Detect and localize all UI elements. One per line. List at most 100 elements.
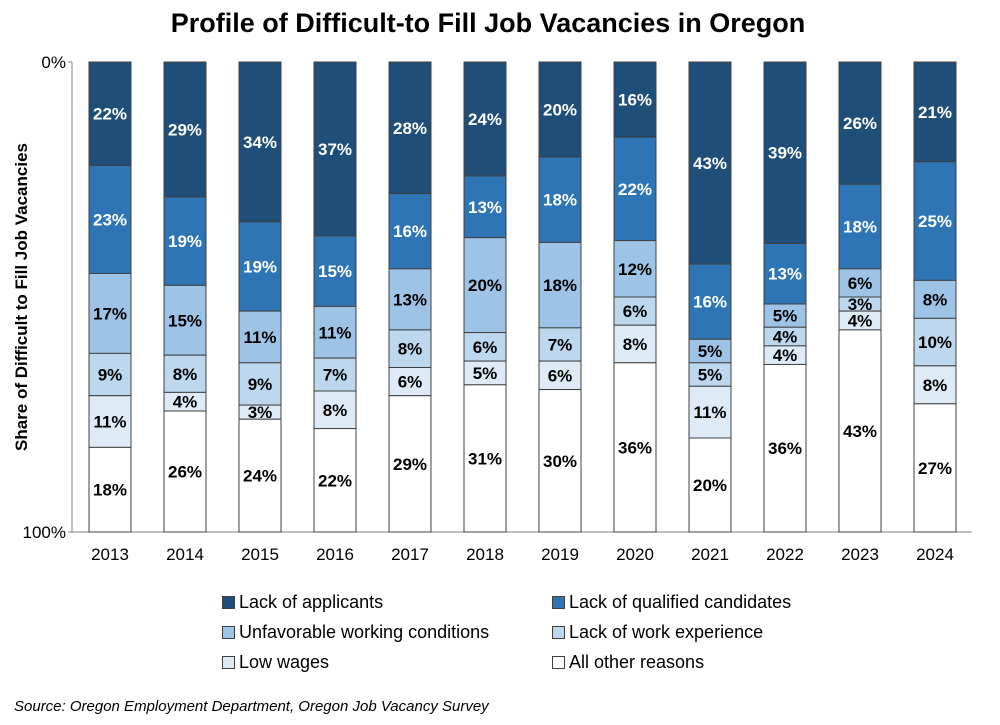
legend-label: All other reasons xyxy=(569,652,705,672)
bar-segment xyxy=(838,268,882,298)
data-label: 11% xyxy=(93,413,126,432)
bar-segment xyxy=(463,61,507,177)
bar-segment xyxy=(613,324,657,364)
data-label: 30% xyxy=(543,452,577,471)
bar-segment xyxy=(913,317,957,367)
bar-segment xyxy=(238,362,282,406)
bar-stack-2017: 28% 16% 13% 8% 6% 29% xyxy=(388,61,432,533)
bar-stack-2014: 29% 19% 15% 8% 4% 26% xyxy=(163,61,207,533)
x-tick-label: 2020 xyxy=(616,545,654,564)
x-tick-label: 2019 xyxy=(541,545,579,564)
data-label: 18% xyxy=(843,218,877,237)
bar-segment xyxy=(388,395,432,533)
data-label: 11% xyxy=(693,403,726,422)
x-tick-label: 2024 xyxy=(916,545,954,564)
bar-segment xyxy=(388,329,432,368)
bar-stack-2023: 26% 18% 6% 3%4% 43% xyxy=(838,61,882,533)
data-label: 16% xyxy=(393,222,427,241)
data-label: 15% xyxy=(318,262,352,281)
data-label: 17% xyxy=(93,304,127,323)
bar-segment xyxy=(763,61,807,244)
data-label: 20% xyxy=(468,276,502,295)
data-label: 18% xyxy=(543,191,577,210)
data-label: 6% xyxy=(473,338,498,357)
bar-segment xyxy=(538,389,582,533)
data-label: 7% xyxy=(548,335,573,354)
bar-segment xyxy=(238,418,282,533)
data-label: 4% xyxy=(173,393,198,412)
x-tick-label: 2014 xyxy=(166,545,204,564)
data-label: 26% xyxy=(168,463,202,482)
data-label: 6% xyxy=(398,373,423,392)
source-note: Source: Oregon Employment Department, Or… xyxy=(14,698,489,715)
bar-stack-2021: 43% 16% 5% 5% 11% 20% xyxy=(688,61,732,533)
bar-segment xyxy=(388,193,432,270)
bar-segment xyxy=(913,403,957,533)
legend-label: Lack of work experience xyxy=(569,622,764,642)
x-tick-label: 2016 xyxy=(316,545,354,564)
bar-segment xyxy=(688,263,732,340)
legend-swatch xyxy=(552,626,565,639)
bar-segment xyxy=(313,357,357,392)
bar-segment xyxy=(688,385,732,439)
bar-segment xyxy=(388,268,432,331)
data-label: 13% xyxy=(393,290,427,309)
bar-stack-2020: 16% 22% 12% 6% 8% 36% xyxy=(613,61,657,533)
bar-segment xyxy=(163,354,207,393)
bar-segment xyxy=(613,296,657,326)
bar-segment xyxy=(238,61,282,223)
data-label: 25% xyxy=(918,212,952,231)
bar-segment xyxy=(313,428,357,533)
data-label: 4% xyxy=(773,328,798,347)
data-label: 18% xyxy=(93,481,127,500)
data-label: 23% xyxy=(93,210,127,229)
data-label: 28% xyxy=(393,119,427,138)
data-label: 16% xyxy=(618,91,652,110)
bar-segment xyxy=(613,362,657,533)
data-label: 18% xyxy=(543,276,577,295)
bar-segment xyxy=(313,305,357,359)
chart-title: Profile of Difficult-to Fill Job Vacanci… xyxy=(170,8,806,38)
bar-segment xyxy=(688,437,732,533)
data-label: 3% xyxy=(248,403,273,422)
bar-segment xyxy=(88,395,132,448)
legend-swatch xyxy=(222,626,235,639)
x-tick-label: 2013 xyxy=(91,545,129,564)
data-label: 36% xyxy=(618,438,652,457)
data-label: 20% xyxy=(693,476,727,495)
data-label: 8% xyxy=(173,365,198,384)
bar-stack-2019: 20% 18% 18% 7% 6% 30% xyxy=(538,61,582,533)
bar-segment xyxy=(838,329,882,533)
bar-stack-2018: 24% 13% 20% 6% 5% 31% xyxy=(463,61,507,533)
x-tick-label: 2023 xyxy=(841,545,879,564)
x-tick-label: 2021 xyxy=(691,545,729,564)
bar-segment xyxy=(913,279,957,319)
data-label: 27% xyxy=(918,459,952,478)
bar-segment xyxy=(88,164,132,274)
data-label: 5% xyxy=(698,366,723,385)
data-label: 13% xyxy=(468,198,502,217)
legend-label: Lack of applicants xyxy=(239,592,384,612)
x-tick-label: 2018 xyxy=(466,545,504,564)
data-label: 36% xyxy=(768,439,802,458)
data-label: 34% xyxy=(243,133,277,152)
bar-segment xyxy=(463,237,507,334)
data-label: 5% xyxy=(473,364,498,383)
data-label: 7% xyxy=(323,366,348,385)
legend-swatch xyxy=(222,656,235,669)
bar-stack-2013: 22% 23% 17% 9% 11% 18% xyxy=(88,61,132,533)
bar-segment xyxy=(238,310,282,364)
bar-segment xyxy=(913,61,957,163)
bar-segment xyxy=(238,221,282,312)
data-label: 19% xyxy=(243,257,277,276)
data-label: 6% xyxy=(548,366,573,385)
bar-segment xyxy=(313,390,357,430)
bar-segment xyxy=(163,61,207,198)
bar-segment xyxy=(88,273,132,354)
data-label: 43% xyxy=(693,154,727,173)
data-label: 13% xyxy=(768,265,802,284)
y-tick-label: 100% xyxy=(23,523,66,542)
data-label: 16% xyxy=(693,293,727,312)
